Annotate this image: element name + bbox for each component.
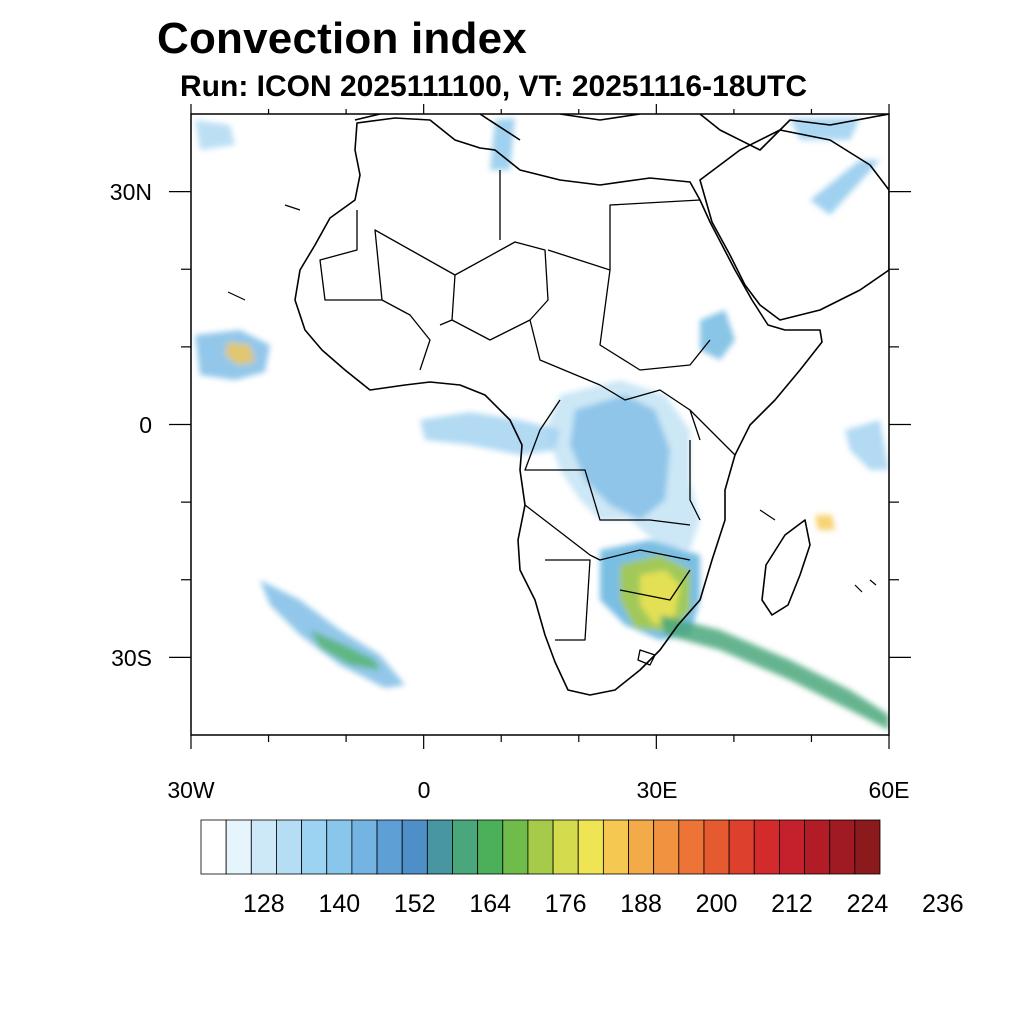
shading-madagascar-cell xyxy=(815,515,835,530)
colorbar-box xyxy=(250,819,277,875)
shading-gulf-band xyxy=(420,412,560,455)
shading-south-atlantic xyxy=(260,580,405,688)
colorbar-label: 236 xyxy=(922,890,964,918)
shading-north-east xyxy=(790,118,860,140)
colorbar-box xyxy=(351,819,378,875)
colorbar-box xyxy=(653,819,680,875)
colorbar-box xyxy=(326,819,353,875)
colorbar-label: 212 xyxy=(771,890,813,918)
shading-frontal-band xyxy=(660,615,889,730)
shading-arabia-streak xyxy=(810,160,880,215)
small-islands xyxy=(227,204,877,593)
colorbar-box xyxy=(728,819,755,875)
colorbar-label: 152 xyxy=(394,890,436,918)
mediterranean-north-coast xyxy=(354,114,889,151)
chart-title: Convection index xyxy=(157,14,527,63)
y-tick-label-0: 0 xyxy=(139,412,152,438)
map-frame xyxy=(190,113,890,736)
colorbar-box xyxy=(703,819,730,875)
colorbar-labels: 128 140 152 164 176 188 200 212 224 236 xyxy=(243,890,964,918)
colorbar-box xyxy=(426,819,453,875)
colorbar-box xyxy=(452,819,479,875)
madagascar-coastline xyxy=(761,519,811,616)
arabia-coastline xyxy=(699,129,889,321)
shading-mediterranean xyxy=(490,118,515,170)
colorbar-box xyxy=(753,819,780,875)
colorbar-box xyxy=(678,819,705,875)
colorbar-label: 140 xyxy=(318,890,360,918)
colorbar-box xyxy=(577,819,604,875)
shading-north-west xyxy=(195,120,235,150)
colorbar-box xyxy=(804,819,831,875)
map-plot-area xyxy=(195,114,889,730)
x-tick-label-30w: 30W xyxy=(167,777,215,803)
x-tick-label-0: 0 xyxy=(418,777,431,803)
x-tick-label-30e: 30E xyxy=(637,777,678,803)
colorbar-box xyxy=(829,819,856,875)
x-axis-labels: 30W 0 30E 60E xyxy=(167,777,909,803)
shading-ethiopia xyxy=(700,310,735,360)
map-ticks xyxy=(169,104,911,749)
colorbar xyxy=(200,819,881,875)
colorbar-box xyxy=(301,819,328,875)
shading-west-atlantic-core xyxy=(225,342,255,365)
colorbar-box xyxy=(401,819,428,875)
shading-indian-ocean xyxy=(845,420,889,470)
colorbar-label: 176 xyxy=(545,890,587,918)
colorbar-box xyxy=(276,819,302,875)
colorbar-box xyxy=(552,819,579,875)
colorbar-label: 188 xyxy=(620,890,662,918)
x-tick-label-60e: 60E xyxy=(869,777,910,803)
shading-central-africa-core xyxy=(570,395,670,520)
colorbar-label: 224 xyxy=(847,890,889,918)
colorbar-box xyxy=(225,819,252,875)
colorbar-box xyxy=(628,819,655,875)
colorbar-label: 200 xyxy=(696,890,738,918)
colorbar-label: 128 xyxy=(243,890,285,918)
y-tick-label-30n: 30N xyxy=(110,179,152,205)
colorbar-box xyxy=(502,819,529,875)
y-axis-labels: 30N 0 30S xyxy=(110,179,152,671)
colorbar-box xyxy=(200,819,227,875)
africa-coastline xyxy=(294,117,823,696)
colorbar-box xyxy=(602,819,629,875)
y-tick-label-30s: 30S xyxy=(111,645,152,671)
colorbar-box xyxy=(376,819,403,875)
colorbar-box xyxy=(527,819,554,875)
colorbar-box xyxy=(477,819,504,875)
map-boundaries xyxy=(227,114,889,696)
colorbar-box xyxy=(779,819,805,875)
country-borders xyxy=(319,170,736,666)
chart-subtitle: Run: ICON 2025111100, VT: 20251116-18UTC xyxy=(180,70,808,103)
colorbar-box xyxy=(854,819,881,875)
colorbar-label: 164 xyxy=(469,890,511,918)
shading-south-atlantic-core xyxy=(310,630,380,670)
